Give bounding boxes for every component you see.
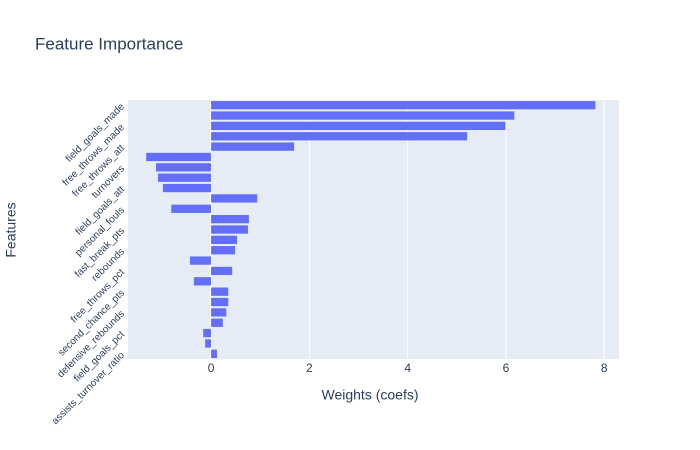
x-tick-label: 2 xyxy=(306,361,313,375)
bar xyxy=(211,235,238,245)
bar xyxy=(156,163,212,172)
bar xyxy=(211,266,233,276)
x-tick-label: 0 xyxy=(208,361,215,375)
y-axis-label: Features xyxy=(3,202,19,257)
x-tick-label: 6 xyxy=(503,361,510,375)
x-tick-label: 8 xyxy=(601,361,608,375)
bar xyxy=(211,318,223,327)
bar xyxy=(211,214,249,224)
bar xyxy=(211,142,295,151)
bar xyxy=(211,349,217,358)
bar xyxy=(146,152,212,162)
bar xyxy=(211,111,515,120)
x-axis-label: Weights (coefs) xyxy=(322,387,419,403)
bar xyxy=(193,277,212,286)
bar xyxy=(211,225,248,234)
bar xyxy=(157,173,212,182)
bar xyxy=(211,297,229,307)
plot-area xyxy=(128,100,619,359)
chart-title: Feature Importance xyxy=(35,34,183,53)
bar xyxy=(162,183,212,193)
bar xyxy=(171,204,212,213)
bar xyxy=(211,194,258,203)
bar xyxy=(211,121,506,131)
bar xyxy=(211,101,596,110)
bar xyxy=(211,287,229,296)
bar xyxy=(189,256,212,265)
bar xyxy=(211,308,227,317)
bar xyxy=(211,246,236,255)
bar xyxy=(211,132,468,141)
bar xyxy=(203,328,212,338)
x-tick-label: 4 xyxy=(404,361,411,375)
bar xyxy=(205,339,212,348)
